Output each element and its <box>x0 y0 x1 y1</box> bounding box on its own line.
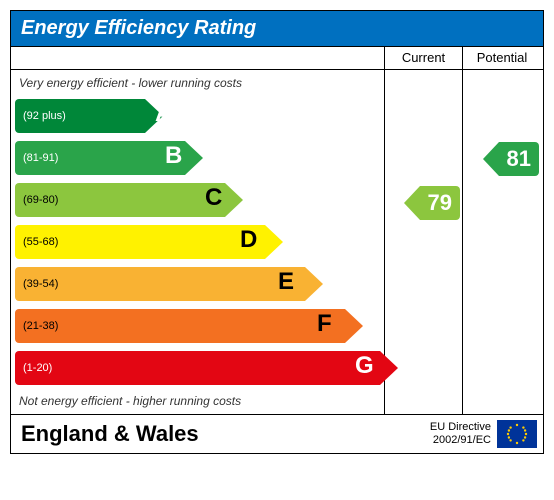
band-range: (69-80) <box>23 194 58 206</box>
band-range: (81-91) <box>23 152 58 164</box>
body-row: Very energy efficient - lower running co… <box>11 69 543 414</box>
footer-row: England & Wales EU Directive 2002/91/EC <box>11 414 543 453</box>
band-arrowhead <box>305 267 323 301</box>
band-c: (69-80) C <box>15 180 384 220</box>
header-spacer <box>11 47 385 69</box>
band-body: (39-54) <box>15 267 305 301</box>
footer-right: EU Directive 2002/91/EC <box>424 416 543 452</box>
band-body: (55-68) <box>15 225 265 259</box>
footer-region: England & Wales <box>11 415 424 453</box>
arrow-tip <box>404 186 420 220</box>
band-e: (39-54) E <box>15 264 384 304</box>
band-range: (55-68) <box>23 236 58 248</box>
potential-column: 81 <box>463 70 541 414</box>
band-letter: C <box>205 184 222 212</box>
band-arrowhead <box>265 225 283 259</box>
band-letter: G <box>355 352 374 380</box>
band-body: (21-38) <box>15 309 345 343</box>
band-letter: E <box>278 268 294 296</box>
header-row: Current Potential <box>11 46 543 69</box>
potential-value: 81 <box>499 142 539 176</box>
eu-flag-icon <box>497 420 537 448</box>
band-g: (1-20) G <box>15 348 384 388</box>
band-arrowhead <box>225 183 243 217</box>
band-letter: D <box>240 226 257 254</box>
band-arrowhead <box>185 141 203 175</box>
directive-line2: 2002/91/EC <box>430 434 491 447</box>
col-potential-label: Potential <box>463 47 541 69</box>
band-body: (69-80) <box>15 183 225 217</box>
arrow-tip <box>483 142 499 176</box>
note-top: Very energy efficient - lower running co… <box>11 74 384 92</box>
potential-arrow: 81 <box>483 142 539 176</box>
current-arrow: 79 <box>404 186 460 220</box>
current-column: 79 <box>385 70 463 414</box>
band-body: (1-20) <box>15 351 380 385</box>
band-body: (92 plus) <box>15 99 145 133</box>
band-letter: A <box>155 100 172 128</box>
band-a: (92 plus) A <box>15 96 384 136</box>
footer-directive: EU Directive 2002/91/EC <box>430 421 491 447</box>
chart-title: Energy Efficiency Rating <box>21 17 256 39</box>
band-letter: B <box>165 142 182 170</box>
bands-column: Very energy efficient - lower running co… <box>11 70 385 414</box>
band-range: (39-54) <box>23 278 58 290</box>
band-body: (81-91) <box>15 141 185 175</box>
bands-wrap: (92 plus) A (81-91) B (69-80) C (55-68) D (39-54… <box>11 92 384 392</box>
band-arrowhead <box>345 309 363 343</box>
band-range: (21-38) <box>23 320 58 332</box>
note-bottom: Not energy efficient - higher running co… <box>11 392 384 410</box>
current-value: 79 <box>420 186 460 220</box>
title-bar: Energy Efficiency Rating <box>11 11 543 46</box>
band-range: (92 plus) <box>23 110 66 122</box>
epc-chart: Energy Efficiency Rating Current Potenti… <box>10 10 544 454</box>
band-letter: F <box>317 310 332 338</box>
band-f: (21-38) F <box>15 306 384 346</box>
band-d: (55-68) D <box>15 222 384 262</box>
band-range: (1-20) <box>23 362 52 374</box>
directive-line1: EU Directive <box>430 421 491 434</box>
band-b: (81-91) B <box>15 138 384 178</box>
col-current-label: Current <box>385 47 463 69</box>
